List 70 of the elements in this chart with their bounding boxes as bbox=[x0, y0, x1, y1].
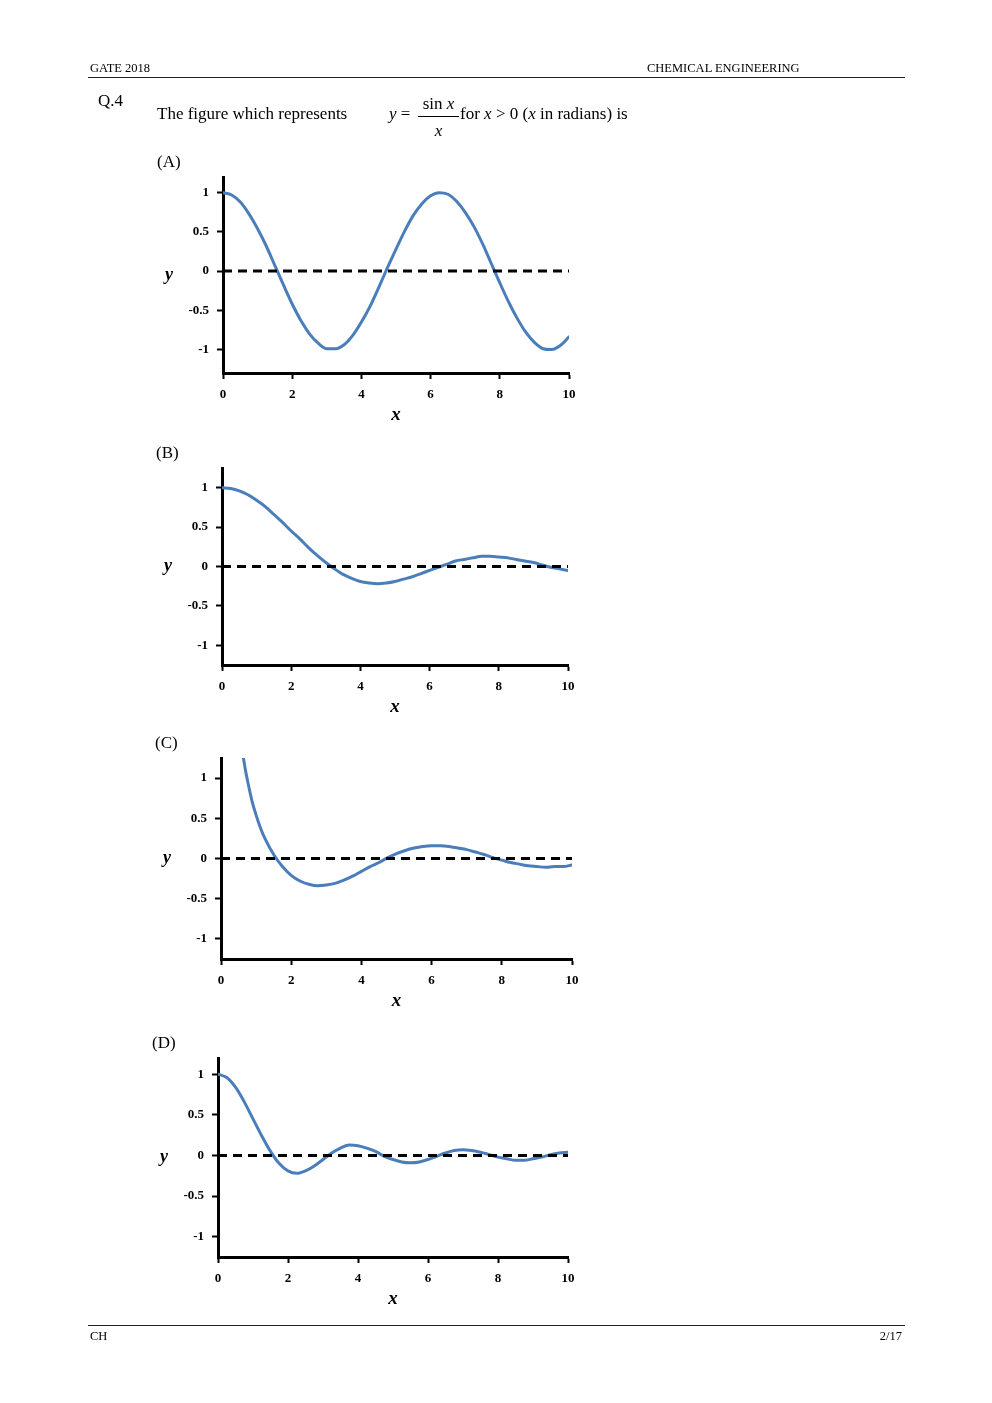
x-axis-title: x bbox=[389, 402, 401, 424]
line-series bbox=[218, 1073, 569, 1176]
y-tick-label: -0.5 bbox=[187, 597, 209, 613]
y-tick-label: 0.5 bbox=[190, 809, 208, 825]
y-tick-label: 0.5 bbox=[191, 518, 209, 534]
chart-title: (B) bbox=[156, 443, 179, 463]
y-tick-label: 1 bbox=[200, 769, 207, 785]
x-tick-label: 0 bbox=[215, 1270, 222, 1286]
chart-title: (C) bbox=[155, 732, 178, 752]
x-tick-label: 4 bbox=[357, 385, 365, 401]
y-axis-title: y bbox=[161, 846, 172, 867]
x-tick-label: 8 bbox=[495, 1270, 503, 1286]
y-tick-label: -1 bbox=[196, 929, 207, 945]
y-tick-label: 0 bbox=[197, 1147, 205, 1163]
x-tick-label: 8 bbox=[498, 971, 506, 987]
x-tick-label: 6 bbox=[427, 385, 435, 401]
x-tick-label: 8 bbox=[495, 678, 503, 694]
x-tick-label: 0 bbox=[219, 385, 226, 401]
y-tick-label: 1 bbox=[202, 183, 209, 199]
x-axis-title: x bbox=[389, 694, 401, 716]
y-axis-title: y bbox=[158, 1146, 170, 1167]
chart-title: (D) bbox=[152, 1033, 176, 1053]
line-series bbox=[222, 486, 568, 586]
text: for x > 0 (x in radians) is bbox=[460, 104, 628, 123]
text: GATE 2018 bbox=[90, 61, 151, 75]
line-series bbox=[241, 757, 572, 888]
text: The figure which represents bbox=[157, 104, 348, 123]
y-axis-title: y bbox=[162, 555, 173, 576]
y-tick-label: -0.5 bbox=[186, 889, 208, 905]
y-tick-label: 0 bbox=[202, 262, 209, 278]
x-tick-label: 2 bbox=[285, 1270, 292, 1286]
x-tick-label: 8 bbox=[496, 385, 504, 401]
x-tick-label: 10 bbox=[561, 678, 575, 694]
text: CH bbox=[90, 1329, 108, 1343]
y-tick-label: 0 bbox=[200, 849, 207, 865]
y-tick-label: 0 bbox=[201, 558, 208, 574]
y-tick-label: -1 bbox=[197, 636, 208, 652]
line-series bbox=[222, 190, 569, 351]
x-tick-label: 6 bbox=[426, 678, 434, 694]
x-tick-label: 4 bbox=[355, 1270, 363, 1286]
y-tick-label: -1 bbox=[197, 340, 209, 356]
y-tick-label: 0.5 bbox=[188, 1106, 205, 1122]
text: Q.4 bbox=[98, 91, 124, 110]
x-tick-label: 6 bbox=[428, 971, 436, 987]
x-tick-label: 4 bbox=[357, 678, 365, 694]
text: sin x bbox=[418, 94, 459, 117]
x-tick-label: 10 bbox=[562, 385, 576, 401]
chart-title: (A) bbox=[156, 151, 181, 171]
x-tick-label: 2 bbox=[287, 678, 295, 694]
y-axis-title: y bbox=[162, 263, 174, 284]
text: 2/17 bbox=[879, 1329, 902, 1343]
x-tick-label: 0 bbox=[217, 971, 225, 987]
y-tick-label: 1 bbox=[201, 479, 208, 495]
y-tick-label: -1 bbox=[193, 1228, 205, 1244]
x-tick-label: 2 bbox=[287, 971, 295, 987]
x-axis-title: x bbox=[387, 1286, 399, 1308]
text: CHEMICAL ENGINEERING bbox=[647, 61, 800, 75]
x-tick-label: 10 bbox=[561, 1270, 575, 1286]
x-tick-label: 10 bbox=[565, 971, 579, 987]
x-tick-label: 4 bbox=[358, 971, 366, 987]
x-tick-label: 0 bbox=[218, 678, 226, 694]
y-tick-label: 1 bbox=[197, 1065, 205, 1081]
text: x bbox=[434, 121, 443, 140]
y-tick-label: 0.5 bbox=[192, 222, 210, 238]
x-axis-title: x bbox=[390, 988, 402, 1010]
y-tick-label: -0.5 bbox=[183, 1187, 205, 1203]
x-tick-label: 2 bbox=[288, 385, 296, 401]
y-tick-label: -0.5 bbox=[188, 301, 210, 317]
x-tick-label: 6 bbox=[425, 1270, 433, 1286]
text: y = bbox=[389, 104, 411, 123]
